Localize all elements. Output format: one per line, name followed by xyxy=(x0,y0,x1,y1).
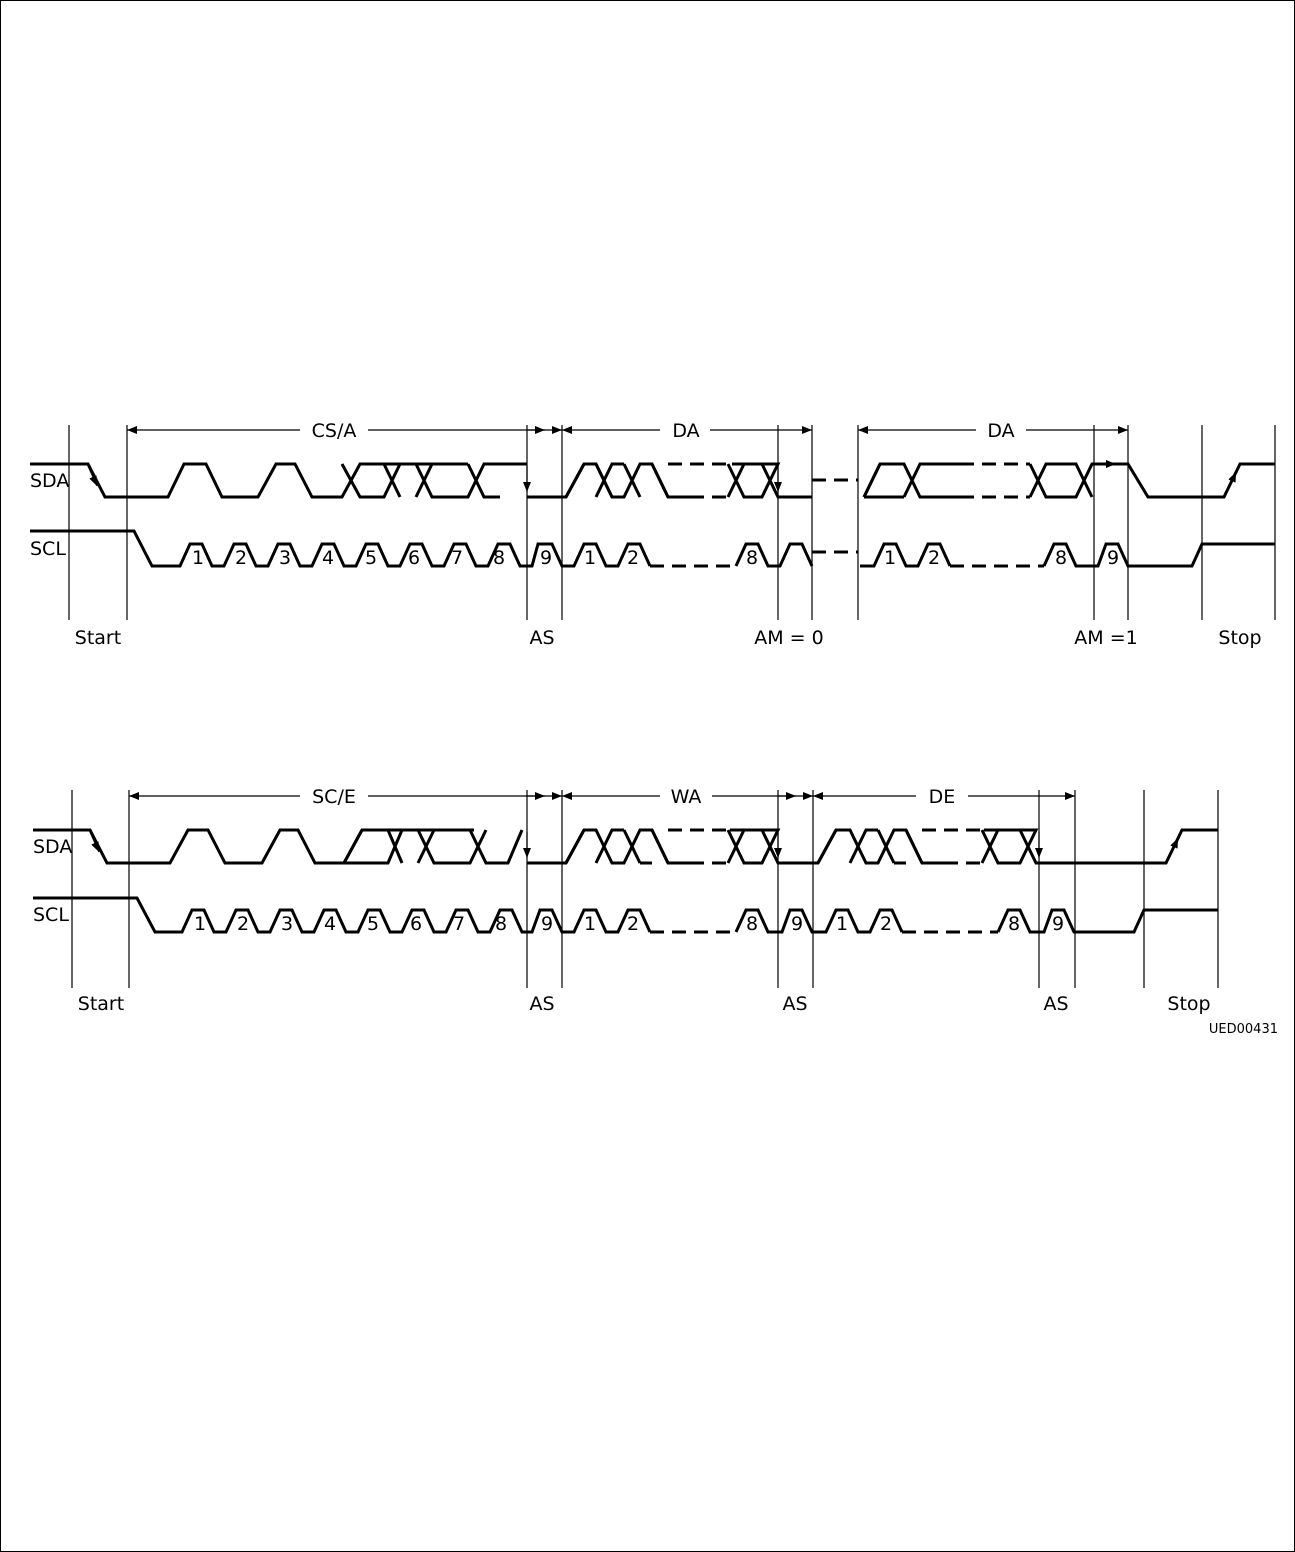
clock-number: 2 xyxy=(928,547,940,569)
boundary-lines-2 xyxy=(71,790,1219,988)
figure-id: UED00431 xyxy=(1209,1022,1278,1037)
marker-start-1: Start xyxy=(75,627,121,649)
clock-number: 8 xyxy=(746,913,758,935)
clock-number: 9 xyxy=(1107,547,1119,569)
clock-number: 1 xyxy=(884,547,896,569)
marker-stop-2: Stop xyxy=(1167,993,1210,1015)
field-label-de: DE xyxy=(929,786,956,808)
clock-number: 8 xyxy=(495,913,507,935)
clock-number: 8 xyxy=(746,547,758,569)
field-label-da-1: DA xyxy=(672,420,699,442)
timing-diagram-2: SC/E WA DE SDA SCL xyxy=(33,786,1278,1037)
marker-start-2: Start xyxy=(78,993,124,1015)
clock-number: 5 xyxy=(367,913,379,935)
clock-number: 1 xyxy=(192,547,204,569)
clock-number: 9 xyxy=(1052,913,1064,935)
field-label-wa: WA xyxy=(671,786,702,808)
clock-numbers-2: 1 2 3 4 5 6 7 8 9 1 2 8 9 1 2 8 9 xyxy=(194,913,1064,935)
clock-number: 9 xyxy=(540,547,552,569)
clock-number: 3 xyxy=(281,913,293,935)
field-wa: WA xyxy=(562,786,813,808)
clock-number: 3 xyxy=(279,547,291,569)
clock-number: 5 xyxy=(365,547,377,569)
clock-number: 8 xyxy=(493,547,505,569)
field-label-da-2: DA xyxy=(987,420,1014,442)
field-da-2: DA xyxy=(858,420,1128,442)
clock-number: 2 xyxy=(627,913,639,935)
clock-number: 2 xyxy=(627,547,639,569)
scl-label-2: SCL xyxy=(33,904,69,926)
field-label-sce: SC/E xyxy=(312,786,356,808)
clock-number: 1 xyxy=(836,913,848,935)
sda-waveform-1 xyxy=(30,460,1275,499)
field-de: DE xyxy=(813,786,1075,808)
clock-number: 2 xyxy=(237,913,249,935)
clock-number: 8 xyxy=(1008,913,1020,935)
clock-number: 4 xyxy=(324,913,336,935)
clock-number: 9 xyxy=(541,913,553,935)
marker-as-2b: AS xyxy=(782,993,807,1015)
boundary-lines-1 xyxy=(68,425,1276,620)
scl-waveform-2 xyxy=(33,896,1218,934)
clock-number: 8 xyxy=(1055,547,1067,569)
clock-number: 9 xyxy=(791,913,803,935)
sda-label-2: SDA xyxy=(33,836,72,858)
clock-number: 1 xyxy=(584,913,596,935)
marker-am0: AM = 0 xyxy=(754,627,823,649)
clock-numbers-1: 1 2 3 4 5 6 7 8 9 1 2 8 1 2 8 9 xyxy=(192,547,1119,569)
scl-waveform-1 xyxy=(30,529,1275,568)
sda-waveform-2 xyxy=(33,828,1218,865)
field-label-csa: CS/A xyxy=(312,420,357,442)
sda-label-1: SDA xyxy=(30,470,69,492)
clock-number: 2 xyxy=(880,913,892,935)
field-csa: CS/A xyxy=(127,420,562,442)
field-sce: SC/E xyxy=(129,786,562,808)
field-da-1: DA xyxy=(562,420,812,442)
clock-number: 2 xyxy=(235,547,247,569)
marker-as-2c: AS xyxy=(1043,993,1068,1015)
clock-number: 1 xyxy=(194,913,206,935)
clock-number: 6 xyxy=(408,547,420,569)
clock-number: 4 xyxy=(322,547,334,569)
clock-number: 7 xyxy=(451,547,463,569)
marker-am1: AM =1 xyxy=(1074,627,1137,649)
clock-number: 1 xyxy=(584,547,596,569)
marker-stop-1: Stop xyxy=(1218,627,1261,649)
clock-number: 7 xyxy=(453,913,465,935)
timing-diagram-1: CS/A DA DA SDA SCL xyxy=(30,420,1276,649)
scl-label-1: SCL xyxy=(30,538,66,560)
clock-number: 6 xyxy=(410,913,422,935)
marker-as-2a: AS xyxy=(529,993,554,1015)
marker-as-1: AS xyxy=(529,627,554,649)
